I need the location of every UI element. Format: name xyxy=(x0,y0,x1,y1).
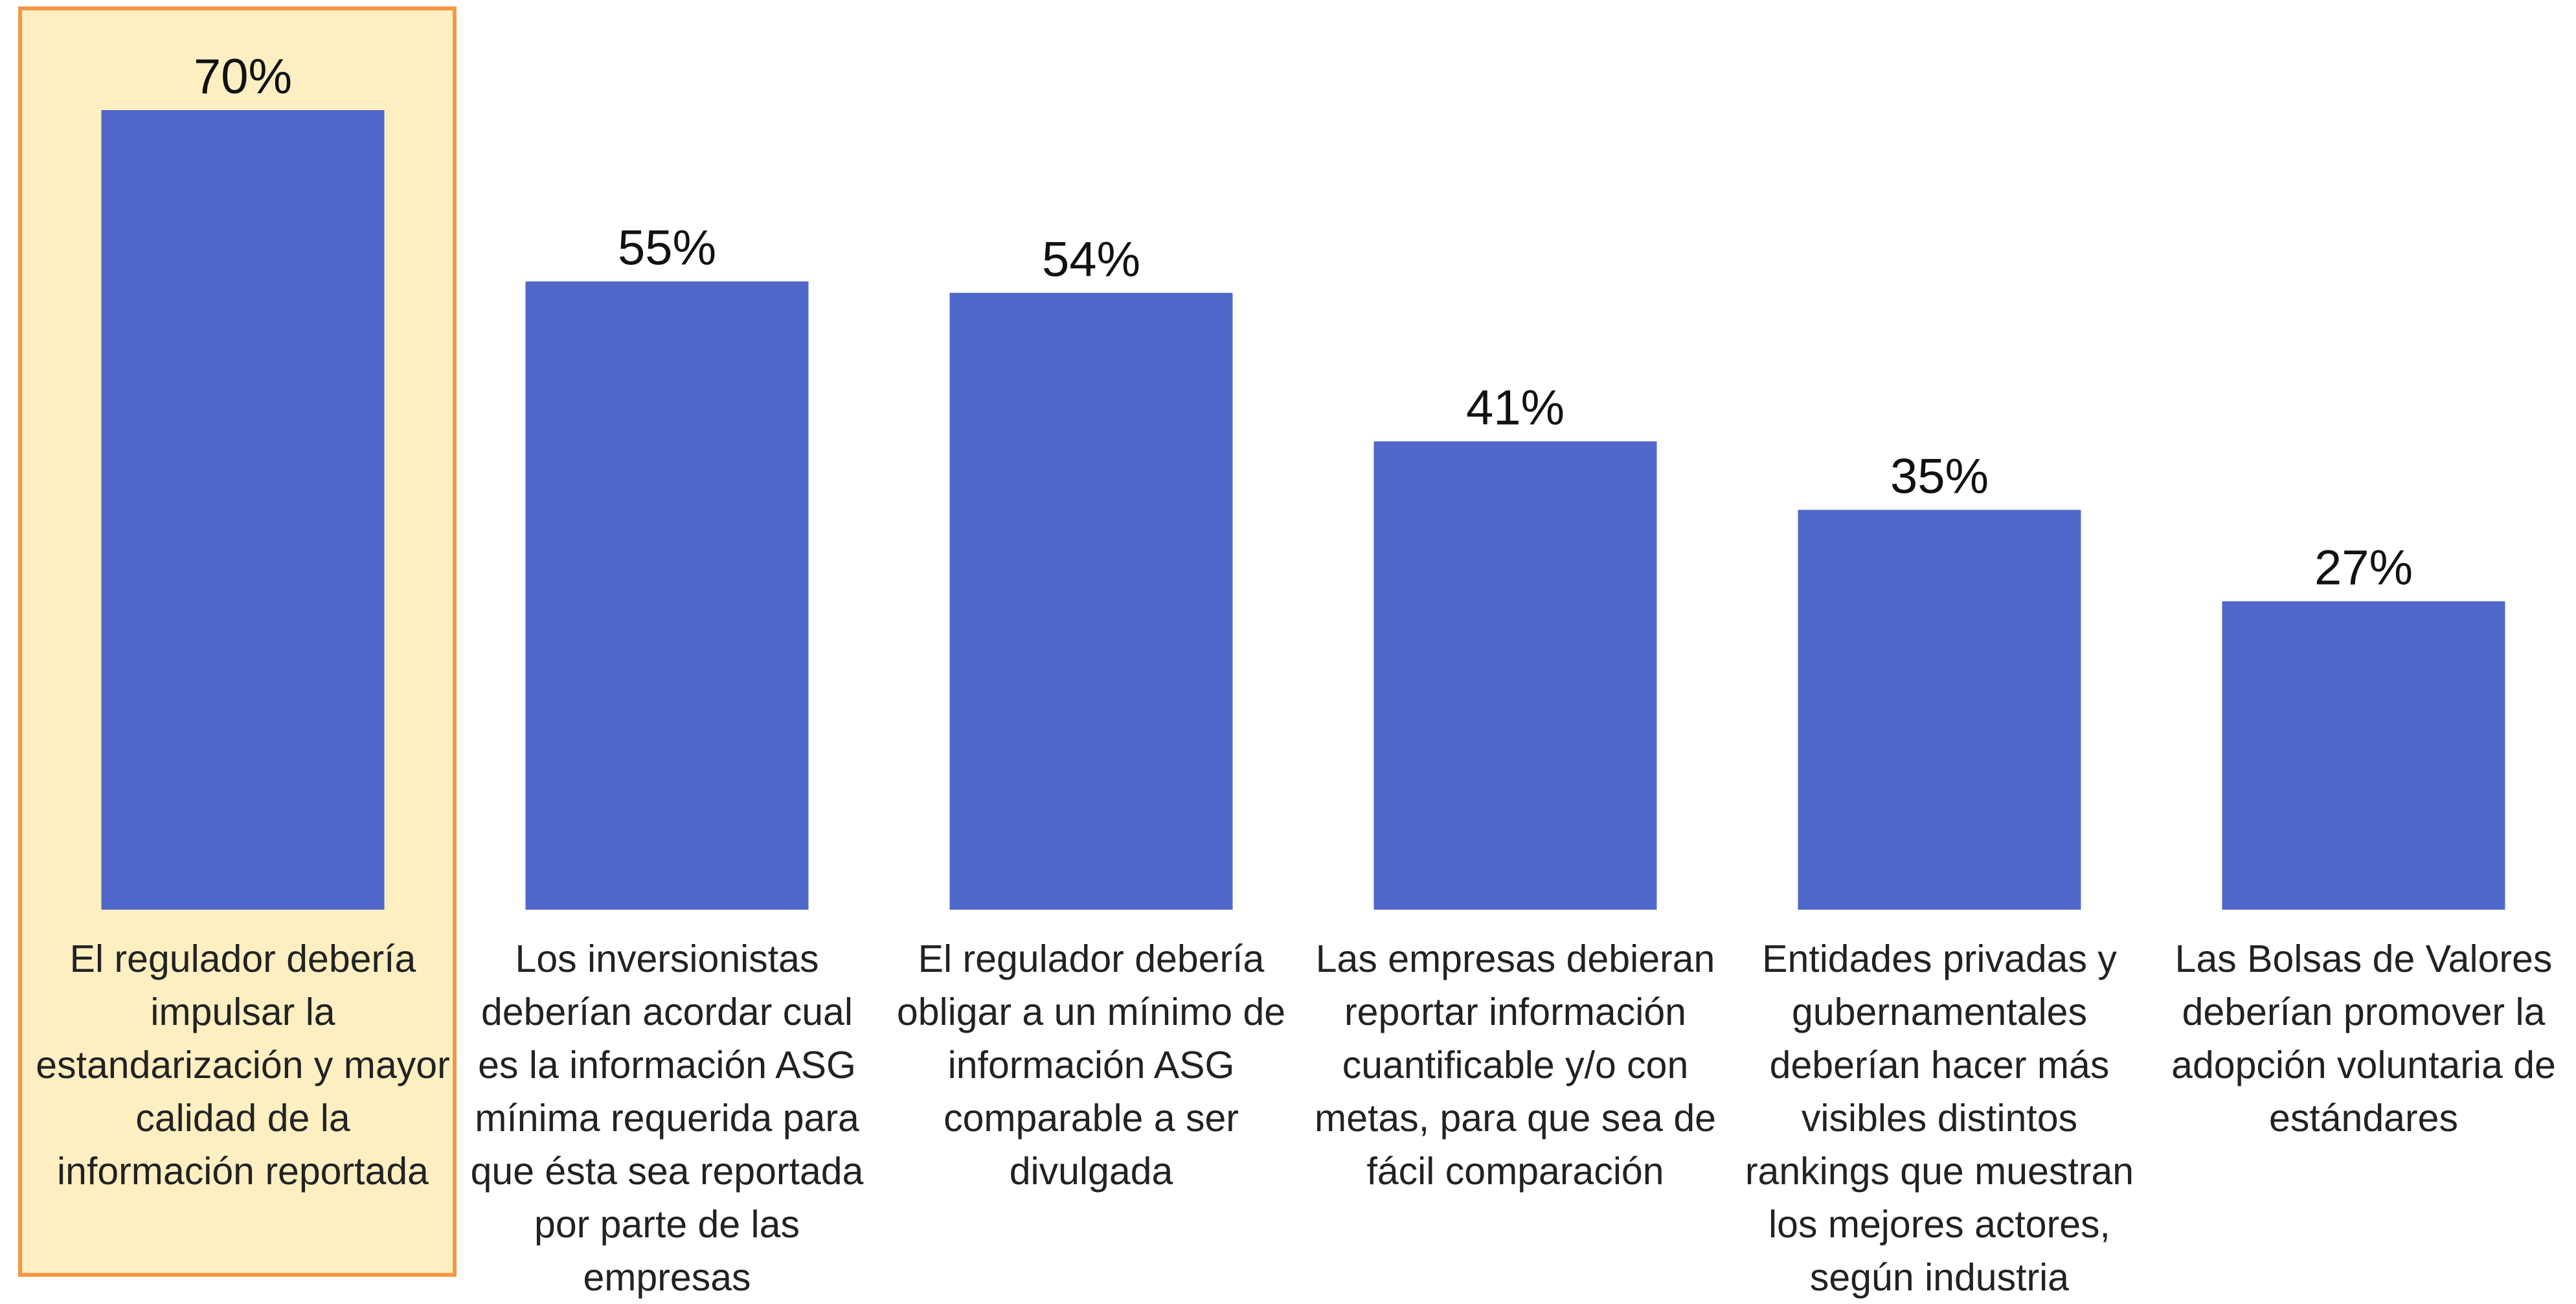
data-label-1: 70% xyxy=(194,49,292,104)
category-label-1: El regulador debería impulsar la estanda… xyxy=(36,938,450,1193)
category-label-3: El regulador debería obligar a un mínimo… xyxy=(896,938,1286,1193)
category-label-5: Entidades privadas y gubernamentales deb… xyxy=(1745,938,2134,1299)
bar-3 xyxy=(949,293,1233,910)
data-label-4: 41% xyxy=(1466,381,1565,436)
category-label-2: Los inversionistas deberían acordar cual… xyxy=(470,938,864,1299)
data-label-5: 35% xyxy=(1890,449,1989,504)
data-label-6: 27% xyxy=(2314,541,2413,596)
data-label-2: 55% xyxy=(618,221,716,276)
bar-1 xyxy=(101,110,385,910)
bar-2 xyxy=(525,281,809,910)
category-label-6: Las Bolsas de Valores deberían promover … xyxy=(2171,938,2556,1140)
bar-6 xyxy=(2222,601,2505,910)
bar-4 xyxy=(1373,441,1657,910)
data-label-3: 54% xyxy=(1042,232,1140,287)
category-label-4: Las empresas debieran reportar informaci… xyxy=(1315,938,1716,1193)
bar-5 xyxy=(1798,510,2081,910)
